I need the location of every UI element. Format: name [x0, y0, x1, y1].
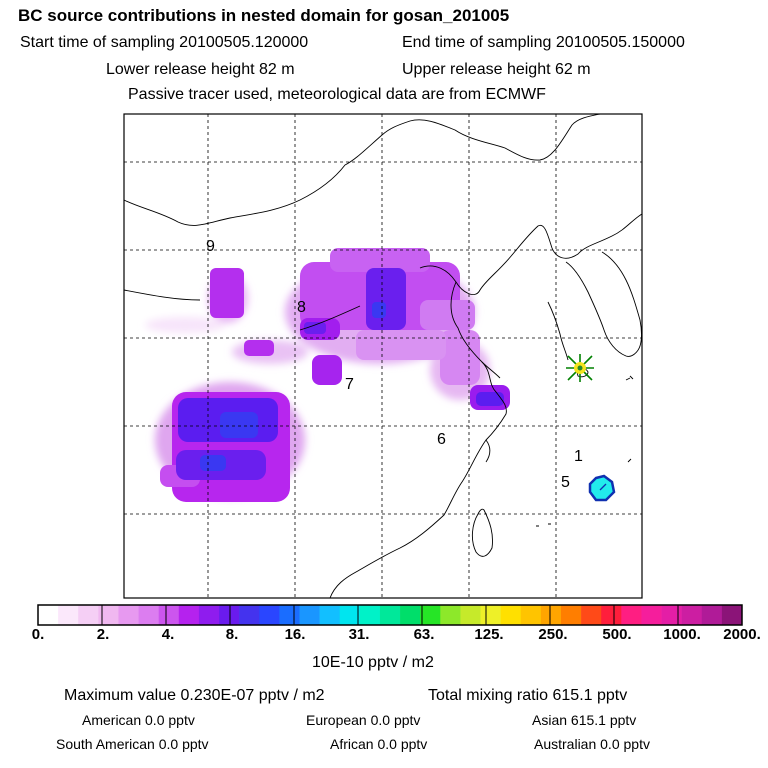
south-american-contribution: South American 0.0 pptv	[56, 736, 209, 752]
grid-label: 5	[561, 474, 570, 491]
colorbar-cell	[480, 605, 501, 625]
colorbar-tick: 1000.	[663, 626, 701, 643]
colorbar-tick: 8.	[225, 626, 239, 643]
colorbar-cell	[78, 605, 99, 625]
colorbar-cell	[520, 605, 542, 625]
colorbar-cell	[440, 605, 461, 625]
grid-label: 1	[574, 448, 583, 465]
colorbar-cell	[138, 605, 159, 625]
colorbar	[37, 604, 743, 626]
chart-title: BC source contributions in nested domain…	[18, 6, 510, 25]
coastlines	[124, 114, 642, 598]
colorbar-tick: 0.	[31, 626, 45, 643]
sampling-start: Start time of sampling 20100505.120000	[20, 34, 309, 51]
colorbar-cell	[38, 605, 59, 625]
colorbar-cell	[721, 605, 743, 625]
colorbar-cell	[581, 605, 602, 625]
colorbar-cell	[198, 605, 220, 625]
asian-contribution: Asian 615.1 pptv	[532, 712, 637, 728]
colorbar-tick: 31.	[348, 626, 370, 643]
grid-label: 6	[437, 431, 446, 448]
map-frame	[123, 113, 643, 599]
colorbar-cell	[339, 605, 361, 625]
colorbar-cell	[661, 605, 682, 625]
colorbar-frame	[37, 604, 743, 626]
colorbar-cell	[239, 605, 260, 625]
total-mixing-ratio: Total mixing ratio 615.1 pptv	[428, 687, 628, 704]
colorbar-cell	[641, 605, 662, 625]
colorbar-cell	[420, 605, 441, 625]
concentration-field	[145, 248, 510, 502]
colorbar-cell	[219, 605, 240, 625]
colorbar-tick: 125.	[474, 626, 504, 643]
grid-labels: 9 8 7 6 5 1	[206, 238, 583, 491]
field-peak	[176, 268, 504, 480]
colorbar-tick: 250.	[538, 626, 568, 643]
colorbar-tick: 2000.	[723, 626, 761, 643]
african-contribution: African 0.0 pptv	[330, 736, 428, 752]
colorbar-tick: 2.	[96, 626, 110, 643]
colorbar-cell	[359, 605, 381, 625]
colorbar-cell	[319, 605, 341, 625]
australian-contribution: Australian 0.0 pptv	[534, 736, 650, 752]
colorbar-cell	[621, 605, 642, 625]
lower-release-height: Lower release height 82 m	[106, 61, 295, 78]
grid-label: 7	[345, 376, 354, 393]
colorbar-cell	[178, 605, 200, 625]
colorbar-unit: 10E-10 pptv / m2	[312, 654, 434, 671]
colorbar-cell	[560, 605, 582, 625]
colorbar-cell	[98, 605, 119, 625]
colorbar-cell	[58, 605, 79, 625]
colorbar-tick: 500.	[602, 626, 632, 643]
european-contribution: European 0.0 pptv	[306, 712, 421, 728]
colorbar-cell	[500, 605, 522, 625]
grid-label: 9	[206, 238, 215, 255]
colorbar-cell	[681, 605, 703, 625]
colorbar-cell	[701, 605, 723, 625]
sampling-end: End time of sampling 20100505.150000	[402, 34, 685, 51]
sea-source-blob	[588, 474, 616, 502]
colorbar-cell	[601, 605, 622, 625]
upper-release-height: Upper release height 62 m	[402, 61, 591, 78]
colorbar-cell	[279, 605, 300, 625]
colorbar-cell	[158, 605, 180, 625]
colorbar-tick: 16.	[284, 626, 306, 643]
colorbar-cell	[540, 605, 562, 625]
colorbar-tick: 4.	[161, 626, 175, 643]
colorbar-cell	[379, 605, 401, 625]
colorbar-cell	[460, 605, 481, 625]
grid-label: 8	[297, 299, 306, 316]
colorbar-cell	[299, 605, 320, 625]
colorbar-cell	[259, 605, 280, 625]
american-contribution: American 0.0 pptv	[82, 712, 195, 728]
receptor-marker	[566, 354, 594, 382]
lat-lon-grid	[124, 114, 642, 598]
colorbar-cell	[400, 605, 421, 625]
tracer-note: Passive tracer used, meteorological data…	[128, 86, 546, 103]
maximum-value: Maximum value 0.230E-07 pptv / m2	[64, 687, 325, 704]
colorbar-tick: 63.	[413, 626, 435, 643]
colorbar-cell	[118, 605, 139, 625]
